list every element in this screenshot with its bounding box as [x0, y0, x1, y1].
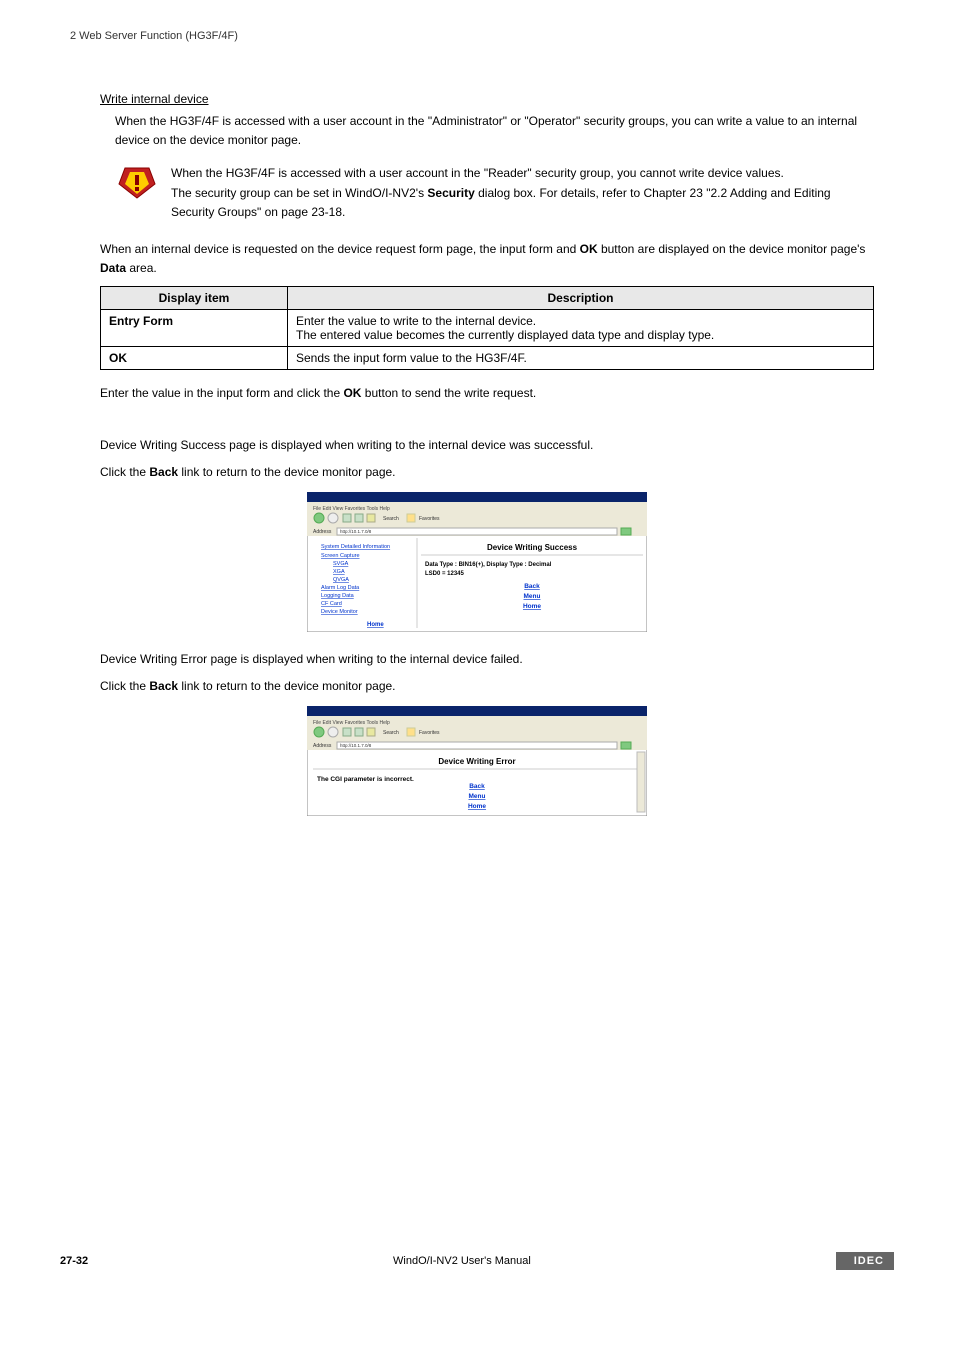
success-line1: Device Writing Success page is displayed…	[100, 436, 874, 455]
cell-ok: OK	[101, 347, 288, 370]
page-footer: 27-32 WindO/I-NV2 User's Manual IDEC	[60, 1252, 894, 1270]
cell-ok-desc: Sends the input form value to the HG3F/4…	[288, 347, 874, 370]
svg-text:Device Writing Error: Device Writing Error	[438, 757, 515, 766]
spec-table: Display item Description Entry Form Ente…	[100, 286, 874, 370]
svg-text:Favorites: Favorites	[419, 730, 440, 736]
note-line1: When the HG3F/4F is accessed with a user…	[171, 164, 874, 183]
note-line2: The security group can be set in WindO/I…	[171, 184, 874, 222]
th-display-item: Display item	[101, 287, 288, 310]
table-row: Entry Form Enter the value to write to t…	[101, 310, 874, 347]
section-intro: When the HG3F/4F is accessed with a user…	[115, 112, 874, 150]
svg-text:Search: Search	[383, 730, 399, 736]
svg-text:Menu: Menu	[524, 593, 541, 600]
page-number: 27-32	[60, 1255, 88, 1267]
svg-text:Device Monitor: Device Monitor	[321, 609, 358, 615]
svg-text:XGA: XGA	[333, 569, 345, 575]
svg-text:Data Type : BIN16(+), Display: Data Type : BIN16(+), Display Type : Dec…	[425, 562, 552, 568]
svg-text:Screen Capture: Screen Capture	[321, 553, 360, 559]
svg-text:Favorites: Favorites	[419, 516, 440, 522]
error-line1: Device Writing Error page is displayed w…	[100, 650, 874, 669]
svg-text:Address: Address	[313, 743, 332, 749]
page-header: 2 Web Server Function (HG3F/4F)	[70, 30, 894, 42]
svg-text:CF Card: CF Card	[321, 601, 342, 607]
svg-text:Address: Address	[313, 529, 332, 535]
svg-text:Home: Home	[468, 803, 486, 810]
svg-text:Menu: Menu	[469, 793, 486, 800]
caution-icon	[115, 164, 163, 208]
caution-note: When the HG3F/4F is accessed with a user…	[115, 164, 874, 222]
cell-entry-form-desc: Enter the value to write to the internal…	[288, 310, 874, 347]
svg-text:http://10.1.7.0/8: http://10.1.7.0/8	[340, 529, 372, 534]
svg-text:Device Writing Success: Device Writing Success	[487, 543, 578, 552]
svg-text:System Detailed Information: System Detailed Information	[321, 544, 390, 550]
svg-text:File Edit View Favorites T: File Edit View Favorites Tools Help	[313, 506, 390, 512]
success-line2: Click the Back link to return to the dev…	[100, 463, 874, 482]
svg-text:Back: Back	[469, 783, 485, 790]
error-screenshot: File Edit View Favorites Tools Help Sear…	[307, 706, 647, 816]
success-screenshot: File Edit View Favorites Tools Help Sear…	[307, 492, 647, 632]
error-line2: Click the Back link to return to the dev…	[100, 677, 874, 696]
footer-title: WindO/I-NV2 User's Manual	[88, 1255, 836, 1267]
table-row: OK Sends the input form value to the HG3…	[101, 347, 874, 370]
svg-text:Alarm Log Data: Alarm Log Data	[321, 585, 360, 591]
svg-text:LSD0 = 12345: LSD0 = 12345	[425, 571, 465, 577]
pre-table-text: When an internal device is requested on …	[100, 240, 874, 278]
section-title: Write internal device	[100, 92, 894, 106]
cell-entry-form: Entry Form	[101, 310, 288, 347]
svg-text:The CGI parameter is incorrect: The CGI parameter is incorrect.	[317, 776, 414, 783]
svg-text:QVGA: QVGA	[333, 577, 349, 583]
th-description: Description	[288, 287, 874, 310]
svg-text:http://10.1.7.0/8: http://10.1.7.0/8	[340, 743, 372, 748]
footer-logo: IDEC	[836, 1252, 894, 1270]
svg-text:Search: Search	[383, 516, 399, 522]
svg-text:Home: Home	[523, 603, 541, 610]
svg-text:Home: Home	[367, 622, 384, 628]
svg-text:SVGA: SVGA	[333, 561, 349, 567]
after-table-text: Enter the value in the input form and cl…	[100, 384, 874, 403]
svg-text:File Edit View Favorites T: File Edit View Favorites Tools Help	[313, 720, 390, 726]
svg-text:Logging Data: Logging Data	[321, 593, 355, 599]
svg-text:Back: Back	[524, 583, 540, 590]
